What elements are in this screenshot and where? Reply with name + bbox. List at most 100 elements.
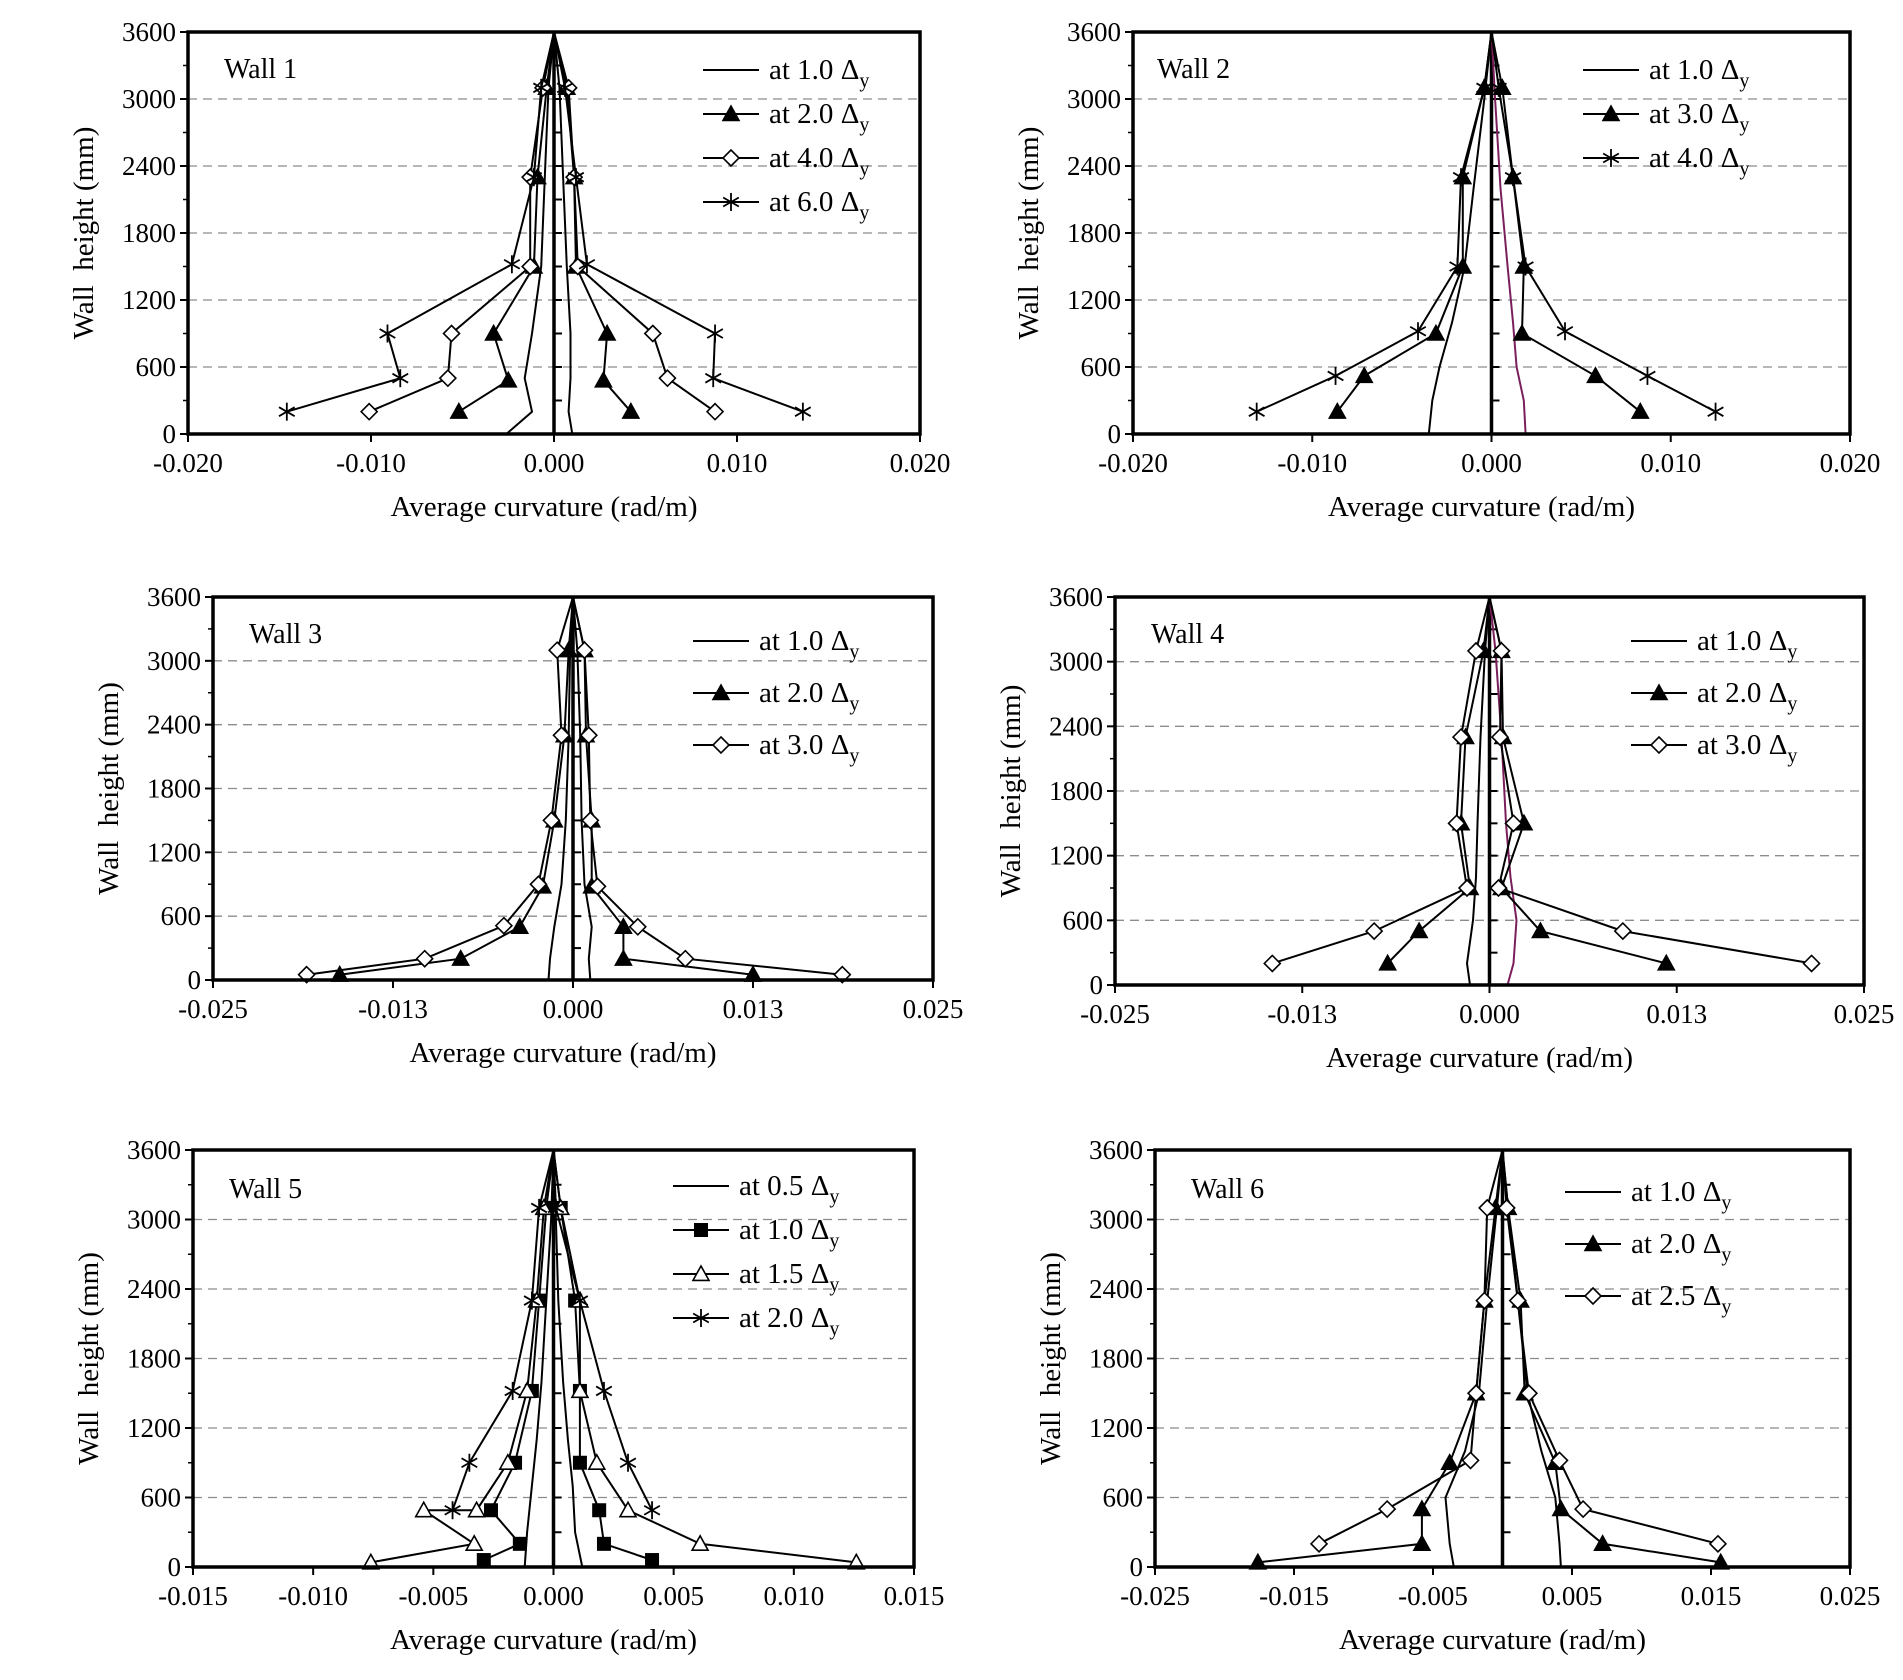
data-point bbox=[1248, 402, 1265, 421]
legend-label: at 3.0 Δy bbox=[1649, 98, 1749, 136]
legend-label-delta: Δ bbox=[831, 625, 850, 657]
data-point bbox=[278, 402, 296, 421]
series-line-left bbox=[1427, 31, 1493, 435]
data-point bbox=[1365, 921, 1384, 941]
legend-entry: at 1.0 Δy bbox=[1583, 54, 1749, 92]
data-point bbox=[571, 1291, 589, 1310]
x-tick-label: -0.015 bbox=[158, 1581, 228, 1611]
legend-label-text: at 2.0 bbox=[739, 1302, 811, 1334]
legend-label: at 3.0 Δy bbox=[759, 729, 859, 767]
data-point bbox=[530, 1198, 548, 1217]
data-point bbox=[575, 641, 594, 660]
data-point bbox=[392, 369, 409, 388]
data-point bbox=[476, 1553, 491, 1568]
x-tick-label: 0.010 bbox=[1640, 448, 1701, 478]
data-point bbox=[658, 369, 677, 388]
x-tick-label: -0.025 bbox=[1080, 999, 1150, 1029]
legend-label-text: at 3.0 bbox=[1697, 729, 1769, 761]
y-tick-label: 3600 bbox=[1089, 1135, 1143, 1165]
y-tick-label: 1800 bbox=[1049, 776, 1103, 806]
data-point bbox=[547, 1198, 565, 1217]
legend-marker bbox=[694, 1223, 708, 1237]
legend-label-subscript: y bbox=[849, 641, 859, 663]
data-point bbox=[846, 1552, 866, 1570]
legend-label-delta: Δ bbox=[811, 1302, 830, 1334]
data-point bbox=[494, 916, 514, 935]
legend-label-subscript: y bbox=[829, 1230, 839, 1252]
legend-marker bbox=[722, 193, 740, 211]
y-tick-label: 1800 bbox=[1067, 218, 1121, 248]
data-point bbox=[1656, 953, 1676, 971]
y-tick-label: 2400 bbox=[1067, 151, 1121, 181]
data-point bbox=[451, 949, 471, 966]
series-line-left bbox=[1256, 31, 1493, 413]
data-point bbox=[567, 168, 585, 187]
legend-entry: at 1.0 Δy bbox=[693, 625, 859, 663]
y-axis-title: Wall height (mm) bbox=[68, 127, 100, 340]
legend-label: at 2.0 Δy bbox=[739, 1302, 839, 1340]
y-tick-label: 600 bbox=[161, 901, 202, 931]
series-line-right bbox=[552, 1149, 584, 1568]
data-point bbox=[449, 402, 469, 419]
legend-label-subscript: y bbox=[849, 745, 859, 767]
data-point bbox=[1248, 1552, 1268, 1570]
data-point bbox=[504, 1381, 521, 1400]
series-line-right bbox=[553, 31, 804, 413]
y-tick-label: 3600 bbox=[147, 582, 201, 612]
data-point bbox=[1613, 921, 1632, 941]
data-point bbox=[1802, 954, 1821, 973]
data-point bbox=[1573, 1499, 1593, 1519]
y-tick-label: 0 bbox=[163, 419, 177, 449]
legend-marker bbox=[1601, 104, 1621, 122]
legend: at 1.0 Δy at 2.0 Δy at 3.0 Δy bbox=[693, 625, 859, 767]
wall-label: Wall 3 bbox=[249, 619, 322, 650]
data-point bbox=[578, 255, 596, 274]
x-axis-title: Average curvature (rad/m) bbox=[1339, 1624, 1646, 1656]
legend-label-text: at 4.0 bbox=[1649, 142, 1721, 174]
y-tick-label: 1800 bbox=[1089, 1344, 1143, 1374]
series-1 bbox=[1427, 31, 1527, 435]
data-point bbox=[542, 811, 561, 830]
legend-label-delta: Δ bbox=[1703, 1176, 1722, 1208]
data-point bbox=[467, 1500, 486, 1518]
y-tick-label: 2400 bbox=[147, 710, 201, 740]
data-point bbox=[1327, 402, 1347, 419]
legend: at 1.0 Δy at 3.0 Δy at 4.0 Δy bbox=[1583, 54, 1749, 180]
series-line-left bbox=[505, 31, 555, 435]
data-point bbox=[690, 1534, 710, 1552]
legend-entry: at 4.0 Δy bbox=[1583, 142, 1749, 180]
data-point bbox=[1461, 1451, 1480, 1470]
series-line-right bbox=[553, 31, 574, 435]
series-1 bbox=[547, 596, 593, 981]
legend-entry: at 0.5 Δy bbox=[673, 1170, 839, 1208]
x-tick-label: -0.013 bbox=[358, 994, 428, 1024]
data-point bbox=[619, 1453, 637, 1472]
series-3 bbox=[1263, 596, 1821, 973]
y-tick-label: 0 bbox=[1130, 1552, 1144, 1582]
legend-label: at 6.0 Δy bbox=[769, 186, 869, 224]
y-tick-label: 600 bbox=[136, 352, 177, 382]
data-point bbox=[1475, 1291, 1494, 1310]
legend-label-subscript: y bbox=[829, 1318, 839, 1340]
series-line-left bbox=[1271, 596, 1491, 965]
data-point bbox=[1551, 1499, 1571, 1517]
x-axis-title: Average curvature (rad/m) bbox=[390, 1624, 697, 1656]
data-point bbox=[1457, 878, 1477, 898]
series-line-right bbox=[552, 1149, 857, 1564]
series-4 bbox=[444, 1149, 661, 1520]
data-point bbox=[1476, 78, 1493, 97]
legend-label: at 2.0 Δy bbox=[759, 677, 859, 715]
data-point bbox=[1309, 1534, 1329, 1553]
data-point bbox=[438, 369, 457, 388]
legend-marker bbox=[691, 1264, 711, 1282]
legend-label: at 0.5 Δy bbox=[739, 1170, 839, 1208]
data-point bbox=[1556, 322, 1574, 341]
x-tick-label: -0.020 bbox=[153, 448, 223, 478]
legend-label-subscript: y bbox=[1787, 693, 1797, 715]
data-point bbox=[1451, 727, 1471, 747]
legend-label-delta: Δ bbox=[831, 729, 850, 761]
x-axis-title: Average curvature (rad/m) bbox=[1328, 491, 1635, 523]
data-point bbox=[1504, 168, 1522, 187]
legend-entry: at 1.5 Δy bbox=[673, 1258, 839, 1296]
data-point bbox=[1708, 1534, 1728, 1553]
